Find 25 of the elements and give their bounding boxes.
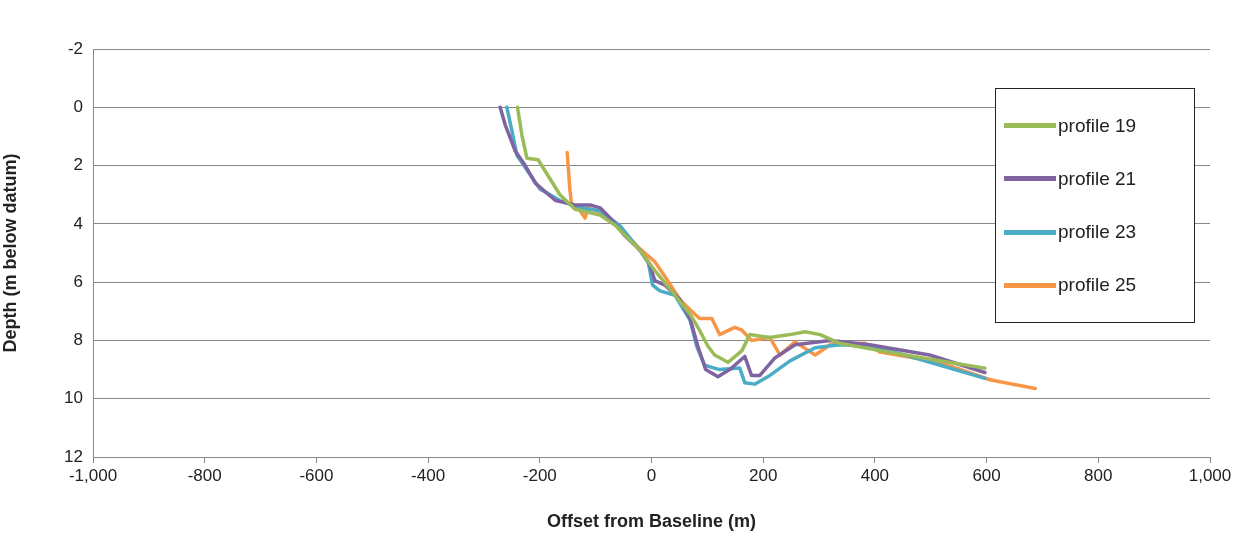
x-tick-label: 1,000: [1188, 465, 1232, 485]
y-tick-label: 6: [73, 271, 83, 291]
x-tick-label: 400: [860, 465, 890, 485]
y-tick-label: 8: [73, 330, 83, 350]
x-tick-label: -1,000: [68, 465, 118, 485]
y-tick-label: 10: [64, 388, 83, 408]
x-tick-label: 0: [646, 465, 657, 485]
y-tick-label: 0: [73, 96, 83, 116]
y-axis-title: Depth (m below datum): [0, 153, 20, 353]
x-tick-label: -800: [187, 465, 222, 485]
x-tick-label: -400: [411, 465, 446, 485]
x-axis-title: Offset from Baseline (m): [546, 511, 757, 532]
x-tick-label: -200: [522, 465, 557, 485]
x-tick-label: 600: [972, 465, 1001, 485]
y-tick-label: -2: [67, 38, 83, 58]
legend-label: profile 21: [1058, 167, 1137, 190]
legend-label: profile 23: [1058, 221, 1137, 244]
x-tick-label: -600: [299, 465, 334, 485]
legend-label: profile 19: [1058, 114, 1137, 137]
x-tick-label: 800: [1084, 465, 1113, 485]
y-tick-label: 12: [64, 446, 83, 466]
x-tick-label: 200: [749, 465, 778, 485]
y-tick-label: 4: [73, 213, 83, 233]
y-tick-label: 2: [73, 155, 83, 175]
legend-label: profile 25: [1058, 274, 1137, 297]
